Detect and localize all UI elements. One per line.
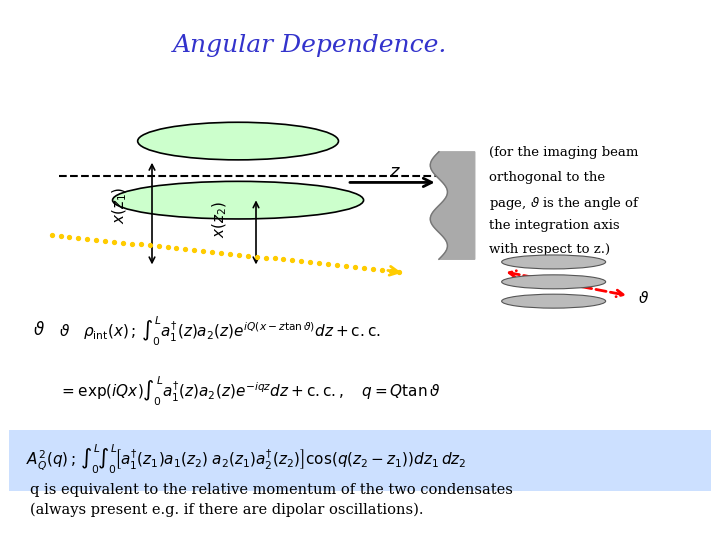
Ellipse shape [502,294,606,308]
Ellipse shape [502,275,606,289]
Text: (for the imaging beam: (for the imaging beam [489,146,639,159]
Ellipse shape [112,181,364,219]
Text: $= \exp(iQx)\int_0^L a_1^{\dagger}(z)a_2(z)e^{-iqz}dz+\mathrm{c.c.},\quad q=Q\ta: $= \exp(iQx)\int_0^L a_1^{\dagger}(z)a_2… [59,374,440,408]
Text: $x(z_2)$: $x(z_2)$ [211,200,230,238]
Text: $\vartheta$: $\vartheta$ [32,321,45,339]
Text: $A_Q^2(q)\,;\,\int_0^L\!\int_0^L\!\left[a_1^{\dagger}(z_1)a_1(z_2)\;a_2(z_1)a_2^: $A_Q^2(q)\,;\,\int_0^L\!\int_0^L\!\left[… [27,442,467,476]
Text: $z$: $z$ [389,163,400,181]
Bar [9,429,711,491]
Text: with respect to z.): with respect to z.) [489,243,611,256]
Text: $\vartheta \quad \rho_{\mathrm{int}}(x)\,;\,\int_0^L a_1^{\dagger}(z)a_2(z)e^{iQ: $\vartheta \quad \rho_{\mathrm{int}}(x)\… [59,315,381,348]
Ellipse shape [502,255,606,269]
Text: q is equivalent to the relative momentum of the two condensates
(always present : q is equivalent to the relative momentum… [30,483,513,517]
Text: page, $\vartheta$ is the angle of: page, $\vartheta$ is the angle of [489,195,641,212]
Text: Angular Dependence.: Angular Dependence. [173,33,447,57]
Text: the integration axis: the integration axis [489,219,620,232]
Polygon shape [431,152,474,259]
Text: orthogonal to the: orthogonal to the [489,171,606,184]
Text: $x(z_1)$: $x(z_1)$ [111,187,129,224]
Text: $\vartheta$: $\vartheta$ [638,290,649,306]
Ellipse shape [138,122,338,160]
